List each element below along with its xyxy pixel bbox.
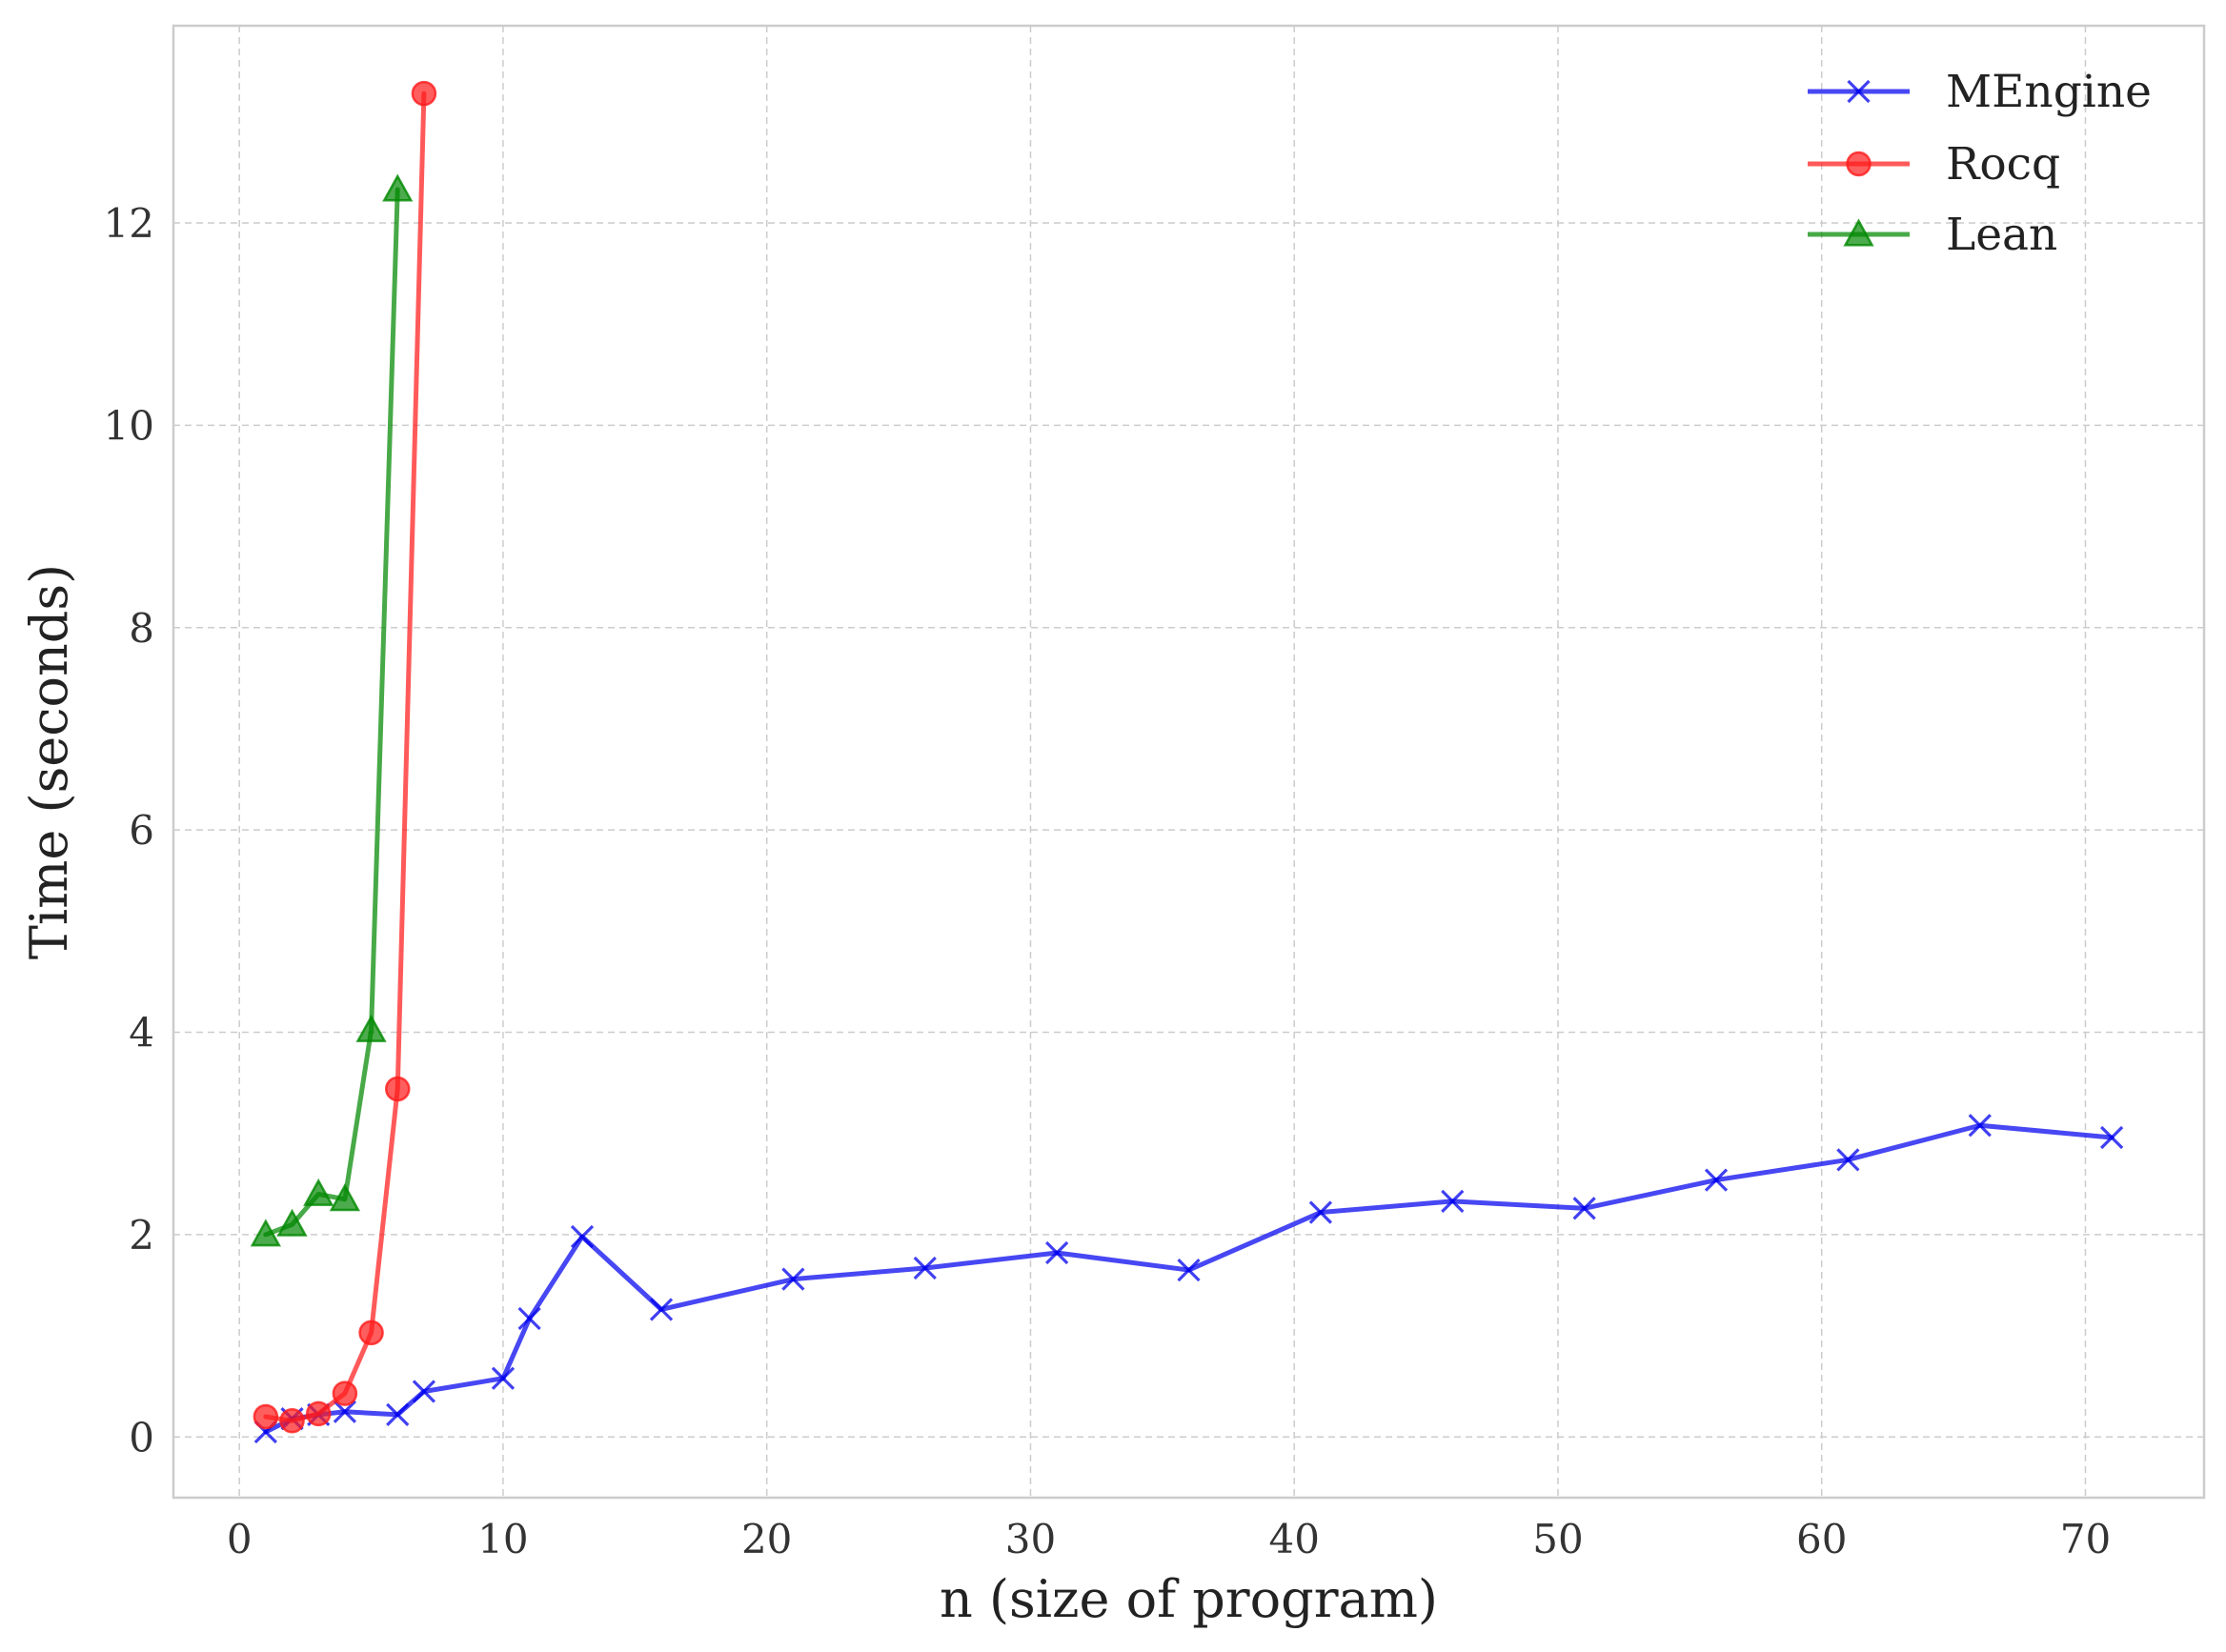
mengine-point: [1044, 1240, 1069, 1265]
mengine-point: [781, 1267, 805, 1291]
lean-point: [276, 1208, 308, 1237]
mengine-point: [412, 1380, 436, 1403]
series-rocq: [253, 80, 437, 1434]
x-tick-label: 30: [1005, 1516, 1056, 1562]
legend-marker: [1847, 79, 1871, 104]
mengine-point: [2100, 1125, 2124, 1150]
rocq-point: [279, 1408, 305, 1434]
y-tick-label: 4: [129, 1010, 154, 1057]
mengine-point: [517, 1306, 541, 1331]
legend-label-rocq: Rocq: [1946, 138, 2060, 191]
grid: [173, 26, 2204, 1498]
legend-item-mengine: MEngine: [1808, 66, 2152, 118]
lean-point: [355, 1014, 387, 1042]
rocq-point: [411, 80, 437, 107]
rocq-point: [253, 1403, 279, 1430]
lean-point: [329, 1183, 361, 1212]
x-tick-label: 50: [1532, 1516, 1583, 1562]
y-tick-label: 2: [129, 1212, 154, 1259]
x-tick-label: 60: [1796, 1516, 1847, 1562]
x-axis-ticks: 0 10 20 30 40 50 60 70: [227, 1516, 2111, 1562]
legend-item-lean: Lean: [1808, 209, 2057, 261]
mengine-point: [1308, 1200, 1333, 1224]
rocq-point: [384, 1076, 411, 1102]
rocq-point: [332, 1380, 358, 1406]
series-layer: [250, 80, 2124, 1444]
mengine-point: [1177, 1258, 1201, 1282]
y-tick-label: 8: [129, 605, 154, 652]
y-tick-label: 10: [104, 402, 154, 449]
mengine-point: [570, 1224, 595, 1249]
rocq-point: [358, 1320, 384, 1346]
series-mengine: [253, 1114, 2124, 1444]
legend-marker: [1846, 151, 1872, 177]
series-lean: [250, 173, 414, 1247]
mengine-point: [333, 1400, 357, 1423]
lean-point: [382, 173, 414, 202]
mengine-point: [649, 1298, 674, 1321]
y-tick-label: 6: [129, 807, 154, 854]
mengine-point: [913, 1256, 937, 1280]
mengine-point: [386, 1402, 410, 1427]
legend-marker: [1843, 218, 1874, 247]
lean-line: [263, 187, 400, 1238]
mengine-point: [1836, 1148, 1860, 1172]
mengine-point: [1572, 1197, 1596, 1220]
legend-label-lean: Lean: [1946, 209, 2057, 261]
y-tick-label: 12: [104, 200, 154, 247]
mengine-point: [491, 1366, 516, 1390]
y-tick-label: 0: [129, 1414, 154, 1461]
legend-label-mengine: MEngine: [1946, 66, 2152, 118]
mengine-point: [1968, 1114, 1992, 1138]
y-axis-label: Time (seconds): [19, 564, 79, 959]
mengine-line: [263, 1122, 2115, 1435]
lean-point: [303, 1178, 334, 1206]
x-tick-label: 0: [227, 1516, 253, 1562]
y-axis-ticks: 0 2 4 6 8 10 12: [104, 200, 154, 1461]
legend-item-rocq: Rocq: [1808, 138, 2060, 191]
x-tick-label: 20: [741, 1516, 792, 1562]
mengine-point: [1704, 1168, 1729, 1192]
lean-point: [250, 1219, 281, 1247]
x-tick-label: 40: [1268, 1516, 1319, 1562]
mengine-point: [1441, 1189, 1465, 1214]
legend: MEngine Rocq Lean: [1808, 66, 2152, 261]
x-axis-label: n (size of program): [940, 1569, 1438, 1629]
x-tick-label: 70: [2060, 1516, 2111, 1562]
x-tick-label: 10: [477, 1516, 528, 1562]
rocq-point: [305, 1400, 332, 1427]
plot-frame: [172, 24, 2206, 1500]
